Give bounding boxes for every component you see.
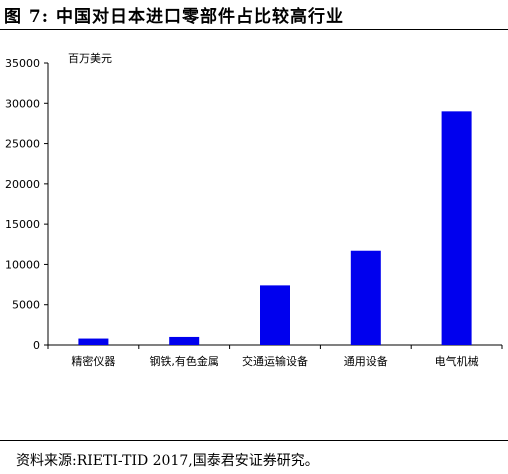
bar — [78, 338, 109, 345]
title-rule — [0, 29, 508, 30]
y-tick-label: 10000 — [5, 258, 40, 271]
y-tick-label: 25000 — [5, 138, 40, 151]
source-rule — [0, 440, 508, 441]
figure-title: 图 7: 中国对日本进口零部件占比较高行业 — [4, 7, 344, 27]
y-tick-label: 35000 — [5, 57, 40, 70]
bars — [78, 111, 472, 345]
y-tick-label: 5000 — [12, 299, 40, 312]
source-note: 资料来源:RIETI-TID 2017,国泰君安证券研究。 — [16, 453, 319, 469]
y-tick-label: 0 — [33, 339, 40, 352]
y-tick-label: 15000 — [5, 218, 40, 231]
y-axis: 0 5000 10000 15000 20000 25000 30000 35000 — [5, 57, 49, 352]
x-tick-label: 交通运输设备 — [242, 354, 308, 368]
bar — [441, 111, 472, 345]
x-axis: 精密仪器 钢铁,有色金属 交通运输设备 通用设备 电气机械 — [47, 344, 503, 368]
x-tick-label: 电气机械 — [435, 354, 479, 368]
bar — [169, 336, 200, 345]
x-tick-label: 钢铁,有色金属 — [149, 354, 219, 368]
bar — [350, 250, 381, 345]
bar — [260, 285, 290, 345]
y-tick-label: 20000 — [5, 178, 40, 191]
y-tick-label: 30000 — [5, 97, 40, 110]
x-tick-label: 通用设备 — [344, 354, 388, 368]
y-unit-label: 百万美元 — [68, 52, 112, 65]
bar-chart: 0 5000 10000 15000 20000 25000 30000 35000 精密仪器… — [5, 52, 503, 368]
x-tick-label: 精密仪器 — [71, 354, 115, 368]
